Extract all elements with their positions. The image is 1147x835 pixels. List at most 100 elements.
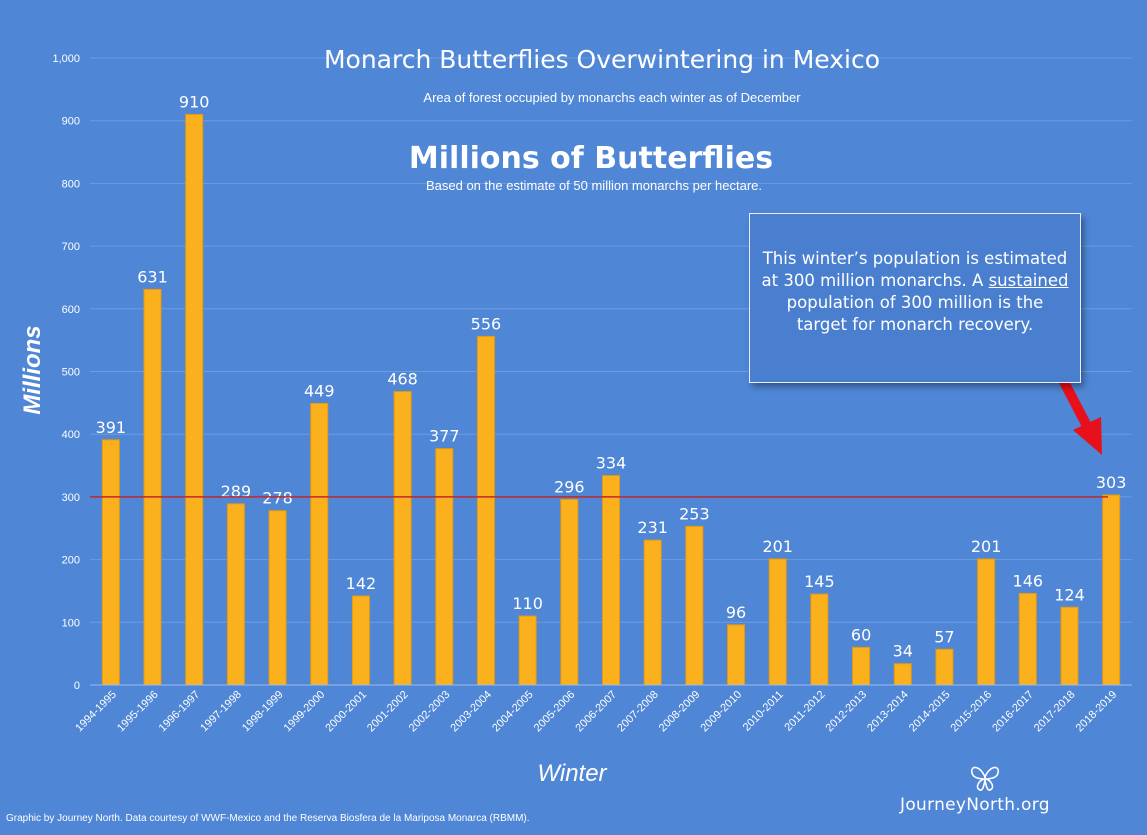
callout-box: This winter’s population is estimated at… xyxy=(749,213,1081,383)
x-axis-ticks: 1994-19951995-19961996-19971997-19981998… xyxy=(73,689,1119,735)
bar xyxy=(560,498,579,686)
data-label: 145 xyxy=(804,572,835,591)
y-tick-label: 400 xyxy=(62,429,80,441)
bar xyxy=(852,646,871,686)
bar xyxy=(1102,494,1121,686)
data-label: 334 xyxy=(596,454,627,473)
x-tick-label: 1996-1997 xyxy=(157,689,203,735)
data-label: 124 xyxy=(1054,585,1085,604)
y-axis-ticks: 0 100 200 300 400 500 600 700 800 900 1,000 xyxy=(52,53,80,692)
data-label: 631 xyxy=(137,267,168,286)
x-tick-label: 2001-2002 xyxy=(365,689,411,735)
x-tick-label: 2017-2018 xyxy=(1032,689,1078,735)
x-tick-label: 2007-2008 xyxy=(615,689,661,735)
bar xyxy=(101,439,120,686)
callout-line-2: at 300 million monarchs. A xyxy=(761,271,989,290)
x-tick-label: 2005-2006 xyxy=(532,689,578,735)
data-label: 556 xyxy=(471,314,502,333)
data-label: 253 xyxy=(679,504,710,523)
bar xyxy=(518,615,537,686)
y-tick-label: 700 xyxy=(62,241,80,253)
bar xyxy=(1060,606,1079,686)
y-tick-label: 800 xyxy=(62,178,80,190)
chart-subheading: Based on the estimate of 50 million mona… xyxy=(426,178,762,193)
footer-credit: Graphic by Journey North. Data courtesy … xyxy=(6,813,530,824)
data-label: 296 xyxy=(554,477,585,496)
data-label: 278 xyxy=(262,489,293,508)
x-tick-label: 2013-2014 xyxy=(865,689,911,735)
data-label: 449 xyxy=(304,381,335,400)
x-axis-label: Winter xyxy=(537,760,607,787)
bar xyxy=(226,503,245,686)
bar xyxy=(768,558,787,686)
bar xyxy=(476,335,495,686)
data-label: 96 xyxy=(726,603,746,622)
bar xyxy=(143,288,162,686)
x-tick-label: 2015-2016 xyxy=(949,689,995,735)
y-tick-label: 500 xyxy=(62,367,80,379)
bar xyxy=(310,402,329,686)
y-axis-label: Millions xyxy=(19,325,46,414)
y-tick-label: 300 xyxy=(62,492,80,504)
data-label: 303 xyxy=(1096,473,1127,492)
x-tick-label: 2009-2010 xyxy=(698,689,744,735)
bar xyxy=(643,539,662,686)
bar xyxy=(1018,592,1037,686)
y-tick-label: 900 xyxy=(62,116,80,128)
x-tick-label: 1997-1998 xyxy=(198,689,244,735)
butterfly-icon xyxy=(970,766,1000,791)
data-label: 60 xyxy=(851,625,871,644)
callout-line-4: target for monarch recovery. xyxy=(796,315,1034,334)
callout-line-3: population of 300 million is the xyxy=(786,293,1044,312)
bar xyxy=(185,113,204,686)
data-label: 201 xyxy=(971,537,1002,556)
bar xyxy=(393,391,412,686)
bar xyxy=(977,558,996,686)
data-label: 377 xyxy=(429,427,460,446)
data-label: 910 xyxy=(179,92,210,111)
data-label: 468 xyxy=(387,370,418,389)
chart-subtitle: Area of forest occupied by monarchs each… xyxy=(423,90,801,105)
bar xyxy=(602,475,620,686)
bar xyxy=(935,648,954,686)
data-label: 391 xyxy=(96,418,127,437)
x-tick-label: 2012-2013 xyxy=(824,689,870,735)
y-tick-label: 1,000 xyxy=(52,53,80,65)
x-tick-label: 1998-1999 xyxy=(240,689,286,735)
chart-heading: Millions of Butterflies xyxy=(409,141,773,176)
data-label: 146 xyxy=(1013,571,1044,590)
x-tick-label: 2006-2007 xyxy=(573,689,619,735)
data-label: 34 xyxy=(893,642,913,661)
x-tick-label: 1999-2000 xyxy=(282,689,328,735)
x-tick-label: 2018-2019 xyxy=(1074,689,1120,735)
data-labels: 391 631 910 289 278 449 142 468 377 556 110 296 334 2… xyxy=(96,92,1127,660)
x-tick-label: 2010-2011 xyxy=(741,689,786,734)
y-tick-label: 600 xyxy=(62,304,80,316)
x-tick-label: 2011-2012 xyxy=(782,689,827,734)
x-tick-label: 1994-1995 xyxy=(73,689,119,735)
x-tick-label: 2016-2017 xyxy=(990,689,1036,735)
y-tick-label: 200 xyxy=(62,555,80,567)
data-label: 201 xyxy=(762,537,793,556)
x-tick-label: 2014-2015 xyxy=(907,689,953,735)
bar xyxy=(893,663,912,686)
bar xyxy=(727,624,746,686)
data-label: 289 xyxy=(221,482,252,501)
x-tick-label: 2000-2001 xyxy=(323,689,369,735)
logo-text: JourneyNorth.org xyxy=(900,795,1050,815)
data-label: 142 xyxy=(346,574,377,593)
x-tick-label: 2002-2003 xyxy=(407,689,453,735)
bar xyxy=(435,448,454,686)
x-tick-label: 1995-1996 xyxy=(115,689,161,735)
chart-title: Monarch Butterflies Overwintering in Mex… xyxy=(324,45,880,74)
y-tick-label: 0 xyxy=(74,680,80,692)
data-label: 231 xyxy=(637,518,668,537)
bar xyxy=(685,525,704,686)
x-tick-label: 2003-2004 xyxy=(448,689,494,735)
callout-underlined-word: sustained xyxy=(988,271,1069,290)
x-tick-label: 2008-2009 xyxy=(657,689,703,735)
callout-line-1: This winter’s population is estimated xyxy=(762,249,1068,268)
data-label: 110 xyxy=(512,594,543,613)
bar xyxy=(810,593,829,686)
